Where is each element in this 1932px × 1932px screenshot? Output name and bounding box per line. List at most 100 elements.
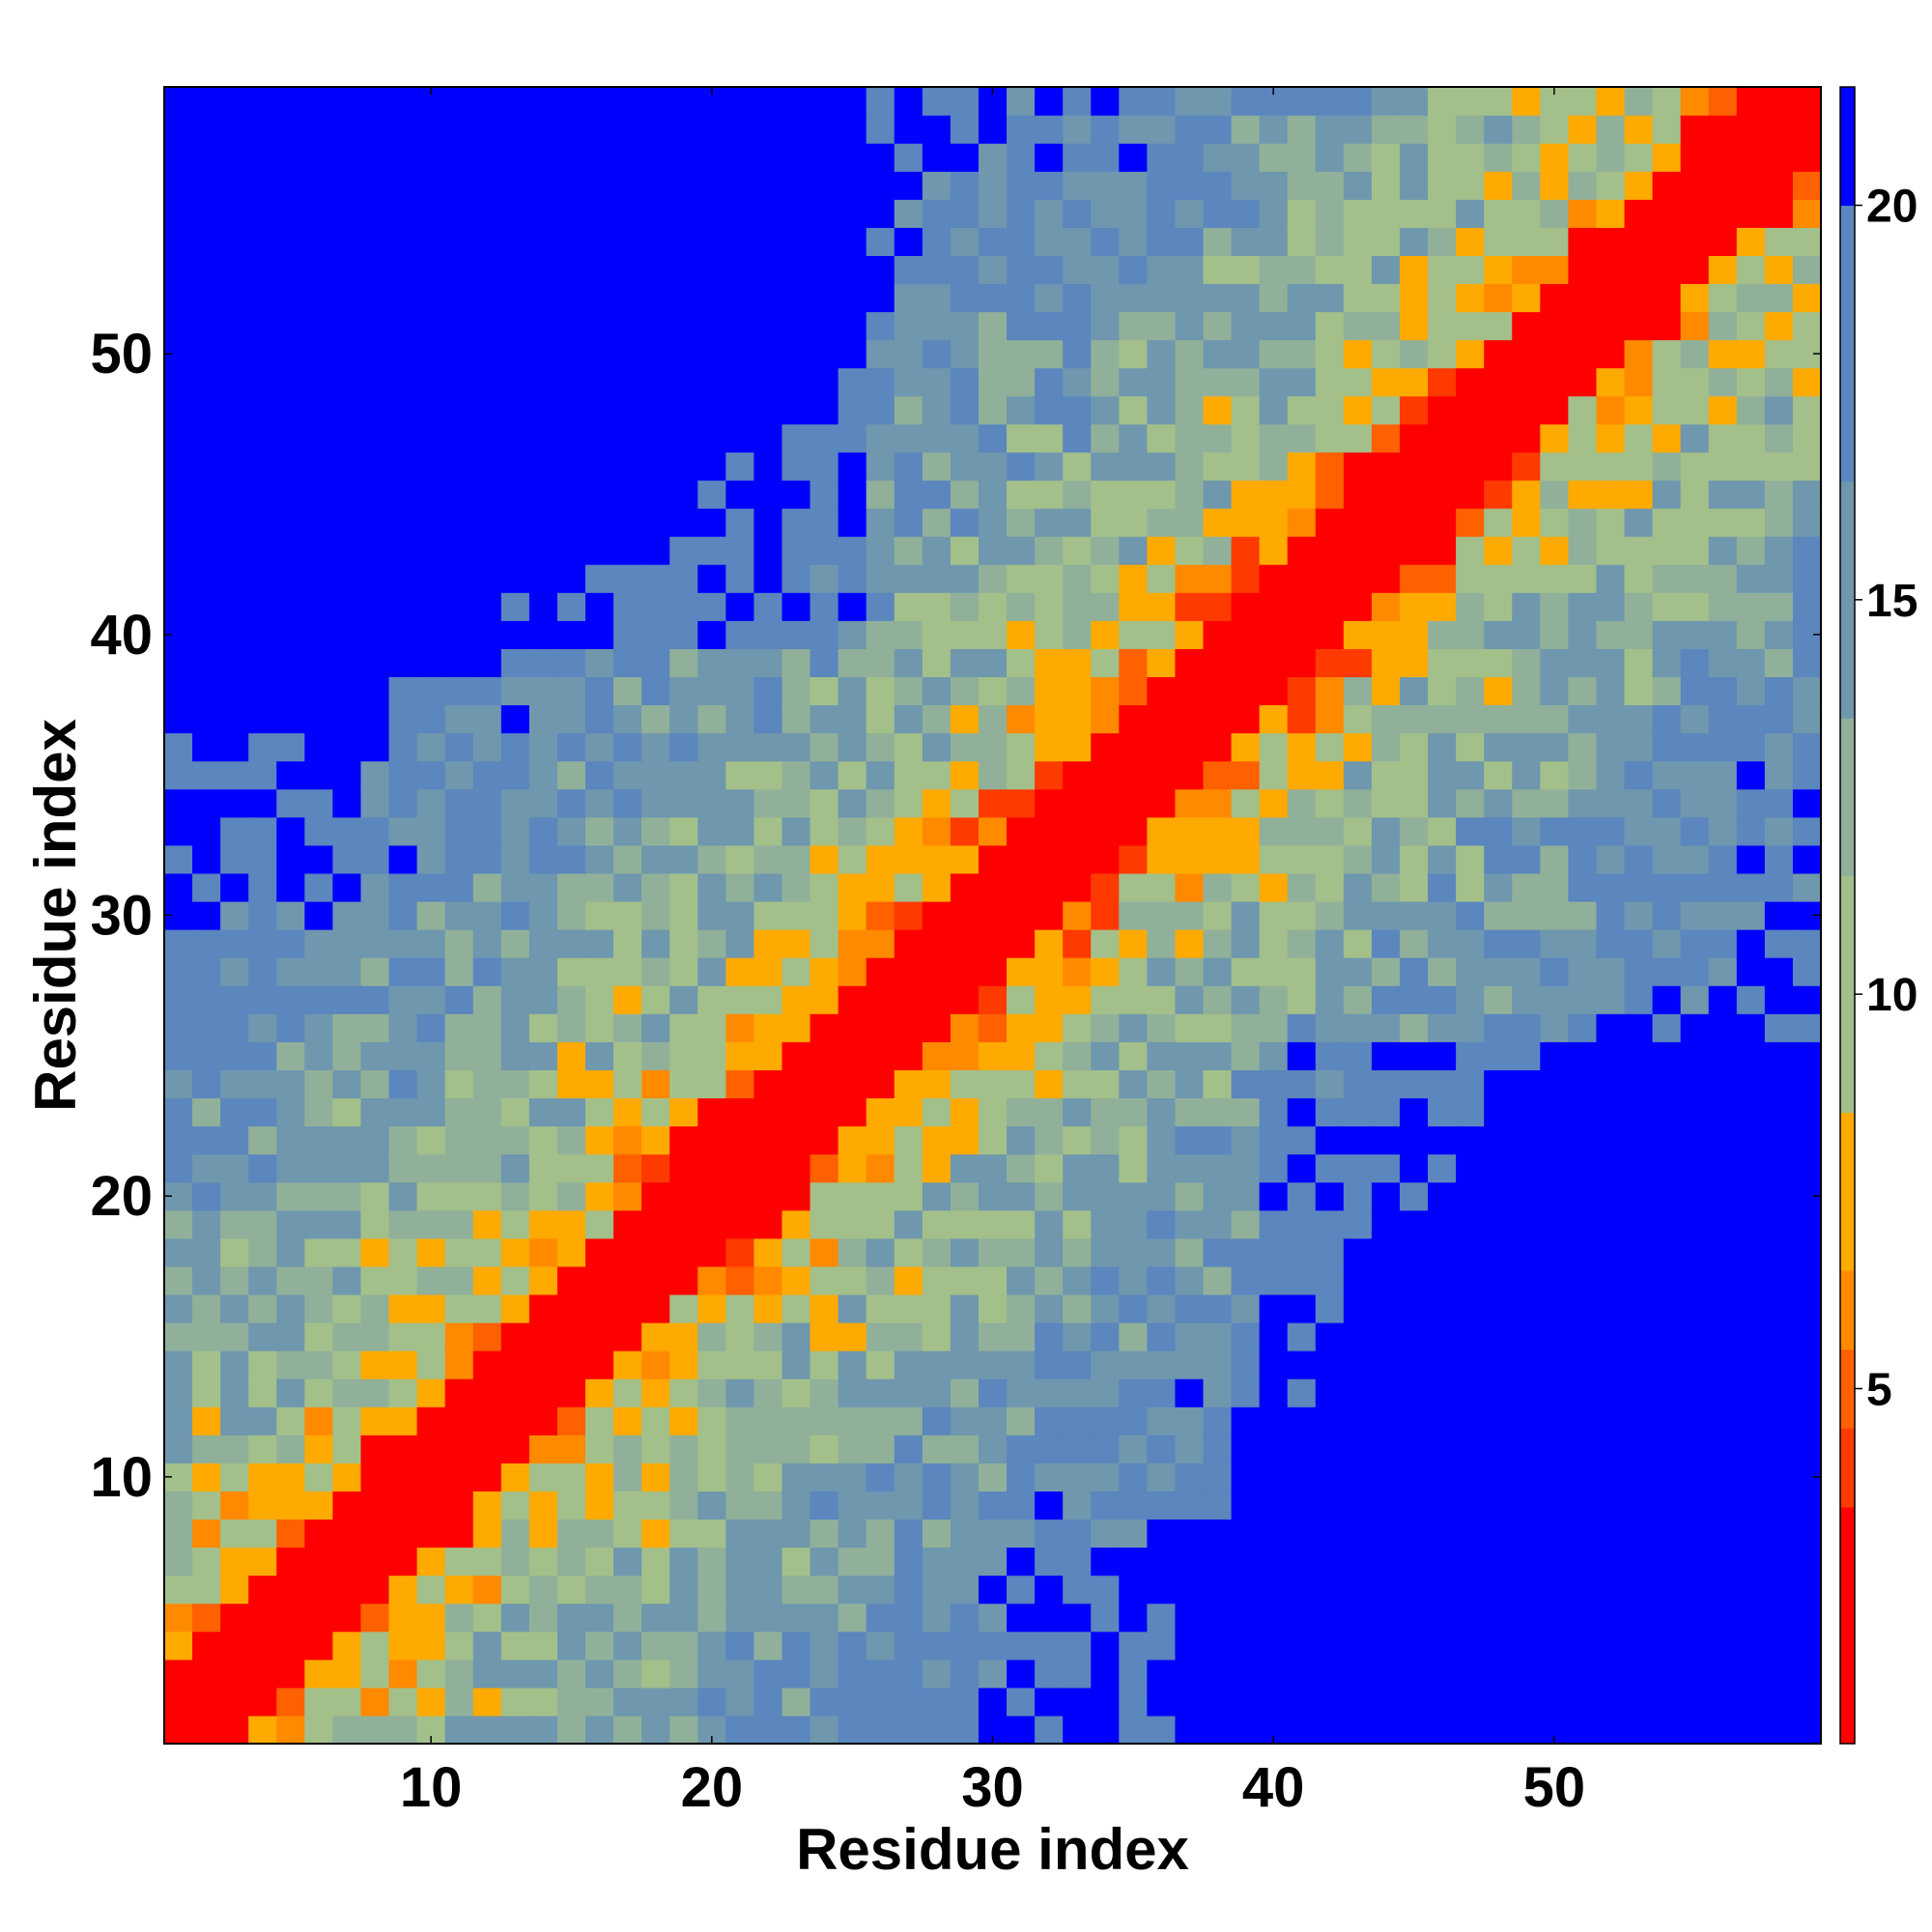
heatmap-cell	[332, 1350, 362, 1379]
heatmap-cell	[444, 760, 474, 790]
heatmap-cell	[1792, 423, 1822, 453]
heatmap-cell	[556, 1659, 586, 1689]
heatmap-cell	[1512, 985, 1541, 1014]
heatmap-cell	[304, 1237, 334, 1267]
heatmap-cell	[1428, 648, 1457, 678]
heatmap-cell	[1231, 451, 1261, 481]
heatmap-cell	[1035, 929, 1064, 958]
heatmap-cell	[613, 816, 642, 846]
heatmap-cell	[922, 255, 952, 285]
heatmap-cell	[1035, 1491, 1064, 1520]
heatmap-cell	[1512, 844, 1541, 874]
heatmap-cell	[978, 957, 1008, 986]
heatmap-cell	[1287, 900, 1317, 930]
heatmap-cell	[641, 1519, 670, 1548]
heatmap-cell	[894, 816, 923, 846]
heatmap-cell	[556, 788, 586, 818]
heatmap-cell	[866, 620, 895, 649]
heatmap-cell	[1708, 1687, 1738, 1717]
heatmap-cell	[528, 816, 558, 846]
heatmap-cell	[866, 900, 895, 930]
heatmap-cell	[585, 536, 614, 565]
heatmap-cell	[1624, 844, 1654, 874]
heatmap-cell	[528, 1435, 558, 1463]
heatmap-cell	[1708, 339, 1738, 369]
heatmap-cell	[950, 1041, 980, 1070]
heatmap-cell	[220, 1687, 249, 1717]
heatmap-cell	[248, 1378, 277, 1407]
heatmap-cell	[1456, 844, 1485, 874]
heatmap-cell	[1091, 760, 1120, 790]
heatmap-cell	[697, 1293, 726, 1323]
heatmap-cell	[585, 1378, 614, 1407]
heatmap-cell	[641, 508, 670, 537]
heatmap-cell	[556, 1181, 586, 1211]
heatmap-cell	[1624, 143, 1654, 172]
heatmap-cell	[1512, 1687, 1541, 1717]
heatmap-cell	[164, 1041, 193, 1070]
heatmap-cell	[500, 900, 530, 930]
heatmap-cell	[332, 227, 362, 257]
heatmap-cell	[164, 1265, 193, 1295]
heatmap-cell	[725, 816, 755, 846]
heatmap-cell	[556, 1715, 586, 1745]
heatmap-cell	[922, 1097, 952, 1127]
heatmap-cell	[388, 199, 418, 228]
heatmap-cell	[1456, 1575, 1485, 1605]
heatmap-cell	[1568, 1069, 1598, 1099]
heatmap-cell	[950, 564, 980, 593]
heatmap-cell	[1512, 732, 1541, 762]
heatmap-cell	[1624, 451, 1654, 481]
heatmap-cell	[248, 508, 277, 537]
colorbar-tick-label: 15	[1866, 576, 1918, 627]
heatmap-cell	[1315, 1378, 1345, 1407]
heatmap-cell	[585, 1097, 614, 1127]
heatmap-cell	[248, 1209, 277, 1239]
heatmap-cell	[781, 872, 811, 902]
heatmap-cell	[1540, 199, 1569, 228]
heatmap-cell	[304, 1125, 334, 1155]
heatmap-cell	[1315, 1293, 1345, 1323]
heatmap-cell	[500, 592, 530, 621]
heatmap-cell	[1484, 1406, 1513, 1435]
heatmap-cell	[1624, 1435, 1654, 1463]
heatmap-cell	[1792, 1659, 1822, 1689]
heatmap-cell	[1792, 592, 1822, 621]
heatmap-cell	[1147, 1097, 1177, 1127]
heatmap-cell	[304, 564, 334, 593]
heatmap-cell	[725, 704, 755, 734]
heatmap-cell	[1119, 255, 1148, 285]
heatmap-cell	[444, 1687, 474, 1717]
heatmap-cell	[838, 536, 867, 565]
heatmap-cell	[753, 1519, 783, 1548]
heatmap-cell	[894, 1097, 923, 1127]
heatmap-cell	[1540, 423, 1569, 453]
heatmap-cell	[500, 1631, 530, 1661]
heatmap-cell	[1231, 676, 1261, 706]
heatmap-cell	[1680, 1406, 1710, 1435]
heatmap-cell	[838, 1209, 867, 1239]
heatmap-cell	[1540, 900, 1569, 930]
heatmap-cell	[1315, 1687, 1345, 1717]
heatmap-cell	[472, 1041, 502, 1070]
heatmap-cell	[472, 1435, 502, 1463]
heatmap-cell	[1231, 367, 1261, 397]
heatmap-cell	[472, 1153, 502, 1183]
heatmap-cell	[1315, 1209, 1345, 1239]
heatmap-cell	[1091, 367, 1120, 397]
heatmap-cell	[164, 704, 193, 734]
heatmap-cell	[1512, 957, 1541, 986]
heatmap-cell	[1231, 844, 1261, 874]
heatmap-cell	[1792, 1321, 1822, 1351]
heatmap-cell	[304, 1041, 334, 1070]
heatmap-cell	[1540, 1237, 1569, 1267]
heatmap-cell	[1287, 1603, 1317, 1633]
heatmap-cell	[1680, 171, 1710, 200]
heatmap-cell	[1063, 872, 1092, 902]
heatmap-cell	[781, 620, 811, 649]
heatmap-cell	[1259, 1406, 1289, 1435]
heatmap-cell	[1371, 143, 1401, 172]
heatmap-cell	[276, 451, 305, 481]
heatmap-cell	[1147, 508, 1177, 537]
heatmap-cell	[1792, 1715, 1822, 1745]
